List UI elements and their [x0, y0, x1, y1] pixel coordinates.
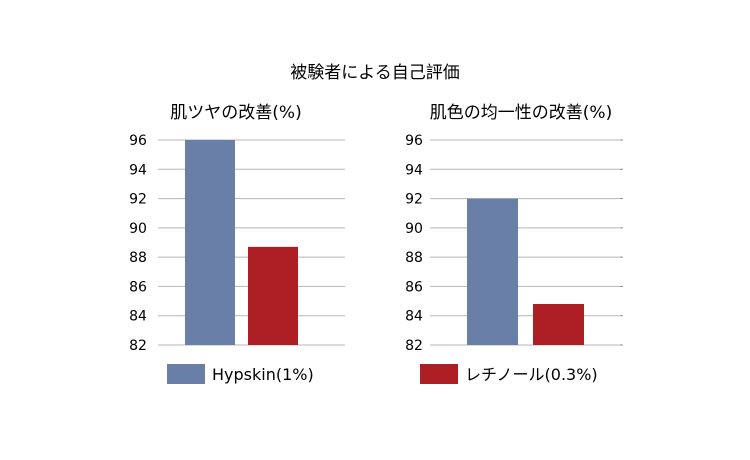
chart-title: 肌ツヤの改善(%): [170, 103, 301, 123]
y-tick-label: 96: [129, 133, 147, 149]
figure-title: 被験者による自己評価: [290, 63, 460, 83]
chart-skin-tone: 肌色の均一性の改善(%) 96 94 92 90 88 86 84 82: [405, 103, 623, 354]
legend-label-hypskin: Hypskin(1%): [212, 365, 314, 384]
bar-hypskin: [185, 140, 235, 345]
chart-skin-shine: 肌ツヤの改善(%) 96 94 92 90 88 86 84 82: [129, 103, 345, 354]
bar-hypskin: [467, 198, 518, 345]
y-tick-label: 84: [129, 309, 147, 325]
bar-retinol: [248, 246, 298, 345]
y-tick-label: 88: [405, 250, 423, 266]
y-tick-label: 86: [405, 279, 423, 295]
y-tick-label: 96: [405, 133, 423, 149]
chart-title: 肌色の均一性の改善(%): [430, 103, 612, 123]
bar-retinol: [533, 304, 584, 345]
y-tick-label: 92: [129, 192, 147, 208]
y-tick-label: 82: [129, 338, 147, 354]
y-tick-label: 90: [129, 221, 147, 237]
y-tick-label: 86: [129, 279, 147, 295]
y-tick-label: 94: [129, 162, 147, 178]
y-tick-label: 94: [405, 162, 423, 178]
legend-swatch-retinol: [420, 364, 458, 384]
legend-swatch-hypskin: [167, 364, 205, 384]
y-tick-label: 90: [405, 221, 423, 237]
y-tick-label: 82: [405, 338, 423, 354]
y-tick-label: 88: [129, 250, 147, 266]
y-tick-label: 84: [405, 309, 423, 325]
y-tick-label: 92: [405, 192, 423, 208]
legend-label-retinol: レチノール(0.3%): [465, 365, 598, 384]
